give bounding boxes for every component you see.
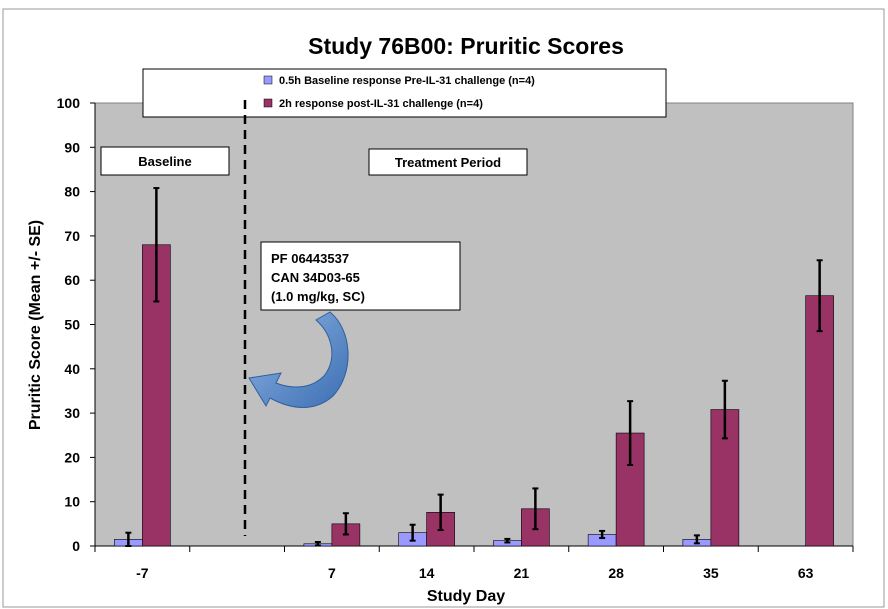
bar-post-challenge [805, 295, 834, 547]
legend-swatch-post [263, 98, 273, 108]
x-tick-label: 7 [328, 565, 336, 581]
y-tick-label: 100 [57, 95, 81, 111]
treatment-label: Treatment Period [395, 155, 501, 170]
y-tick-label: 20 [64, 449, 80, 465]
x-tick-label: 14 [419, 565, 435, 581]
y-tick-label: 50 [64, 317, 80, 333]
curved-arrow-icon [248, 311, 349, 408]
baseline-label-box [100, 146, 230, 176]
y-axis-label: Pruritic Score (Mean +/- SE) [27, 220, 44, 430]
bars [114, 187, 834, 547]
y-tick-label: 30 [64, 405, 80, 421]
y-tick-label: 70 [64, 228, 80, 244]
baseline-label: Baseline [138, 154, 191, 169]
x-axis-ticks: -7 7 14 21 28 35 63 [94, 546, 854, 581]
y-tick-label: 80 [64, 184, 80, 200]
y-tick-label: 90 [64, 139, 80, 155]
legend-label-post: 2h response post-IL-31 challenge (n=4) [279, 98, 483, 110]
x-tick-label: 21 [514, 565, 530, 581]
x-tick-label: -7 [136, 565, 149, 581]
y-tick-label: 40 [64, 361, 80, 377]
y-tick-label: 10 [64, 494, 80, 510]
y-tick-label: 60 [64, 272, 80, 288]
legend-box [142, 68, 667, 118]
dose-line-3: (1.0 mg/kg, SC) [271, 289, 365, 304]
x-axis-label: Study Day [427, 588, 505, 605]
legend-swatch-baseline [263, 75, 273, 85]
treatment-label-box [368, 148, 528, 176]
x-tick-label: 28 [608, 565, 624, 581]
legend: 0.5h Baseline response Pre-IL-31 challen… [142, 68, 667, 118]
dose-line-2: CAN 34D03-65 [271, 270, 360, 285]
dose-line-1: PF 06443537 [271, 251, 349, 266]
legend-label-baseline: 0.5h Baseline response Pre-IL-31 challen… [279, 75, 535, 87]
x-tick-label: 35 [703, 565, 719, 581]
dose-annotation-box [260, 241, 461, 311]
x-tick-label: 63 [798, 565, 814, 581]
y-axis-ticks: 0 10 20 30 40 50 60 70 80 90 100 [57, 95, 95, 554]
chart-title: Study 76B00: Pruritic Scores [308, 33, 624, 59]
y-tick-label: 0 [72, 538, 80, 554]
